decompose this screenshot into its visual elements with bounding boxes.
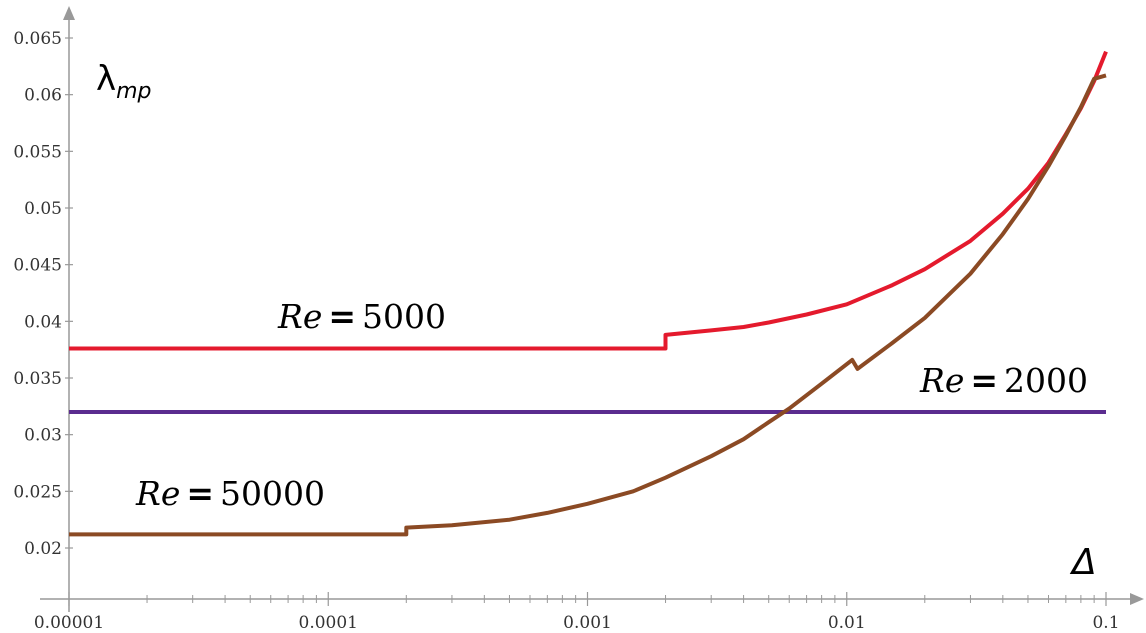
x-tick-label: 0.1 bbox=[1092, 613, 1119, 633]
y-tick-label: 0.04 bbox=[24, 312, 62, 332]
series-re-50000-line bbox=[69, 73, 1107, 537]
x-tick-label: 0.001 bbox=[563, 613, 612, 633]
annotation-re-2000: Re = 2000 bbox=[919, 361, 1088, 400]
annotation-re-2000-val: 2000 bbox=[1004, 361, 1088, 400]
y-tick-label: 0.05 bbox=[24, 199, 62, 219]
y-tick-label: 0.03 bbox=[24, 426, 62, 446]
y-tick-label: 0.065 bbox=[13, 29, 62, 49]
annotation-re-2000-var: Re bbox=[919, 361, 964, 400]
y-axis-symbol: λ bbox=[96, 59, 116, 99]
y-axis-arrow bbox=[63, 6, 75, 20]
y-tick-label: 0.055 bbox=[13, 142, 62, 162]
annotation-re-5000: Re = 5000 bbox=[277, 297, 446, 336]
x-tick-label: 0.01 bbox=[828, 613, 866, 633]
y-tick-label: 0.06 bbox=[24, 86, 62, 106]
y-axis-ticks: 0.02 0.025 0.03 0.035 0.04 0.045 0.05 0.055 0.06… bbox=[13, 29, 73, 559]
y-axis-title: λmp bbox=[96, 59, 152, 104]
annotation-re-50000: Re = 50000 bbox=[135, 474, 325, 513]
annotation-re-5000-eq: = bbox=[328, 297, 356, 336]
annotation-re-50000-var: Re bbox=[135, 474, 180, 513]
annotation-re-2000-eq: = bbox=[970, 361, 998, 400]
y-tick-label: 0.045 bbox=[13, 256, 62, 276]
x-axis-arrow bbox=[1130, 593, 1144, 605]
annotation-re-50000-val: 50000 bbox=[220, 474, 325, 513]
annotation-re-5000-val: 5000 bbox=[362, 297, 446, 336]
x-axis-ticks: 0.00001 0.0001 0.001 0.01 0.1 bbox=[34, 592, 1120, 633]
axes bbox=[40, 6, 1144, 612]
y-tick-label: 0.02 bbox=[24, 539, 62, 559]
y-tick-label: 0.025 bbox=[13, 482, 62, 502]
x-tick-label: 0.00001 bbox=[34, 613, 104, 633]
annotation-re-5000-var: Re bbox=[277, 297, 322, 336]
annotation-re-50000-eq: = bbox=[186, 474, 214, 513]
series-re-5000-line bbox=[69, 50, 1108, 351]
y-axis-subscript: mp bbox=[116, 79, 151, 104]
series-layer bbox=[69, 50, 1108, 537]
y-tick-label: 0.035 bbox=[13, 369, 62, 389]
x-tick-label: 0.0001 bbox=[299, 613, 358, 633]
x-axis-title: Δ bbox=[1069, 542, 1097, 583]
